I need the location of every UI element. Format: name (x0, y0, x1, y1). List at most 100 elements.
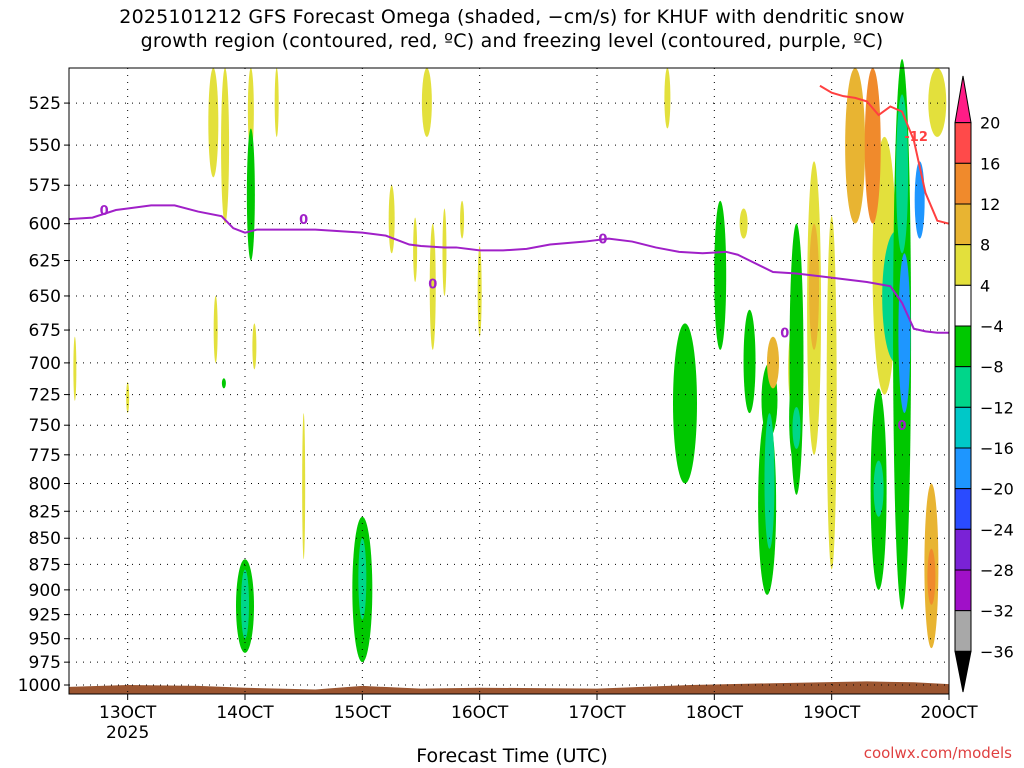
y-tick-label: 625 (29, 252, 61, 272)
x-tick-label: 14OCT (216, 703, 274, 723)
colorbar-swatch (954, 488, 972, 530)
x-tick-label: 16OCT (451, 703, 509, 723)
colorbar-swatch (954, 162, 972, 205)
y-tick-label: 775 (29, 446, 61, 466)
y-tick-label: 875 (29, 555, 61, 575)
omega-cell (845, 68, 866, 224)
omega-cell (673, 323, 697, 484)
colorbar-label: −8 (980, 358, 1004, 377)
y-tick-label: 550 (29, 136, 61, 156)
contour-layer: 0 0 0 0 0 0 -12 (68, 84, 950, 434)
omega-cell (864, 68, 881, 224)
omega-cell (221, 378, 226, 389)
dgz-label: -12 (904, 130, 928, 145)
colorbar-swatch (954, 610, 972, 652)
freezing-level-label: 0 (598, 233, 607, 248)
y-tick-label: 1000 (18, 676, 61, 696)
colorbar-swatch (954, 284, 972, 327)
x-tick-label: 19OCT (803, 703, 861, 723)
x-year-label: 2025 (106, 723, 149, 743)
colorbar-label: 4 (980, 276, 990, 295)
x-tick-label: 18OCT (686, 703, 744, 723)
x-axis-title: Forecast Time (UTC) (416, 745, 608, 767)
colorbar-swatch (954, 325, 972, 368)
omega-cell (274, 68, 279, 137)
omega-cell (928, 68, 947, 137)
freezing-level-label: 0 (898, 419, 907, 434)
omega-cell (789, 223, 804, 495)
x-axis-ticks: 13OCT 14OCT 15OCT 16OCT 17OCT 18OCT 19OCT 20OCT… (99, 694, 978, 743)
colorbar-swatch (954, 203, 972, 246)
freezing-level-line (68, 204, 949, 334)
x-tick-label: 13OCT (99, 703, 157, 723)
colorbar-swatch (954, 366, 972, 408)
chart-title-line-1: 2025101212 GFS Forecast Omega (shaded, −… (119, 6, 905, 28)
omega-cell (873, 460, 884, 517)
y-tick-label: 900 (29, 581, 61, 601)
y-tick-label: 525 (29, 94, 61, 114)
colorbar-label: 16 (980, 154, 1000, 173)
y-tick-label: 850 (29, 529, 61, 549)
colorbar-label: −20 (980, 480, 1014, 499)
omega-cell (358, 538, 367, 620)
colorbar-label: −28 (980, 561, 1014, 580)
colorbar-swatch (954, 406, 972, 449)
freezing-level-label: 0 (299, 213, 308, 228)
omega-cell (477, 245, 482, 337)
omega-cell (429, 223, 436, 350)
x-tick-label: 17OCT (568, 703, 626, 723)
colorbar-arrow-top (954, 75, 972, 124)
colorbar-label: −32 (980, 602, 1014, 621)
omega-cell (247, 68, 254, 154)
omega-cell (714, 200, 727, 350)
colorbar-label: −24 (980, 520, 1014, 539)
colorbar: 20 16 12 8 4 −4 −8 −12 −16 −20 −24 −28 −32 −36 (954, 75, 1014, 693)
freezing-level-label: 0 (100, 204, 109, 219)
y-tick-label: 700 (29, 354, 61, 374)
omega-cell (664, 68, 671, 129)
x-tick-label: 20OCT (920, 703, 978, 723)
plot-frame (68, 67, 950, 695)
y-tick-label: 675 (29, 321, 61, 341)
y-tick-label: 925 (29, 606, 61, 626)
omega-cell (241, 569, 249, 639)
colorbar-arrow-bottom (954, 650, 972, 693)
omega-cell (213, 295, 218, 363)
y-tick-label: 650 (29, 287, 61, 307)
omega-shading-layer (73, 59, 947, 663)
omega-cell (246, 128, 255, 261)
colorbar-label: −4 (980, 317, 1004, 336)
ground-fill (69, 681, 949, 694)
omega-cell (764, 413, 775, 549)
dgz-contour-line (819, 84, 950, 225)
credit-text: coolwx.com/models (863, 744, 1012, 762)
omega-cell (826, 216, 837, 570)
y-tick-label: 975 (29, 653, 61, 673)
omega-cell (896, 94, 909, 254)
colorbar-label: −12 (980, 398, 1014, 417)
colorbar-swatch (954, 569, 972, 612)
freezing-level-label: 0 (428, 277, 437, 292)
y-tick-label: 950 (29, 630, 61, 650)
omega-cell (421, 68, 432, 137)
omega-cell (413, 217, 418, 282)
y-tick-label: 750 (29, 416, 61, 436)
omega-cell (743, 309, 756, 414)
y-axis-ticks: 525 550 575 600 625 650 675 700 725 750 775 800 825 8… (18, 94, 69, 696)
omega-cell (460, 200, 465, 239)
omega-cell (302, 413, 306, 560)
colorbar-label: −36 (980, 642, 1014, 661)
colorbar-swatch (954, 122, 972, 164)
omega-cell (221, 68, 230, 224)
colorbar-swatch (954, 447, 972, 490)
colorbar-label: 12 (980, 195, 1000, 214)
y-tick-label: 800 (29, 474, 61, 494)
colorbar-label: 8 (980, 236, 990, 255)
omega-cell (792, 406, 801, 449)
ground-layer (69, 681, 949, 694)
colorbar-swatch (954, 244, 972, 286)
omega-cell (442, 208, 447, 296)
omega-cell (927, 548, 936, 605)
omega-cell (73, 336, 77, 401)
